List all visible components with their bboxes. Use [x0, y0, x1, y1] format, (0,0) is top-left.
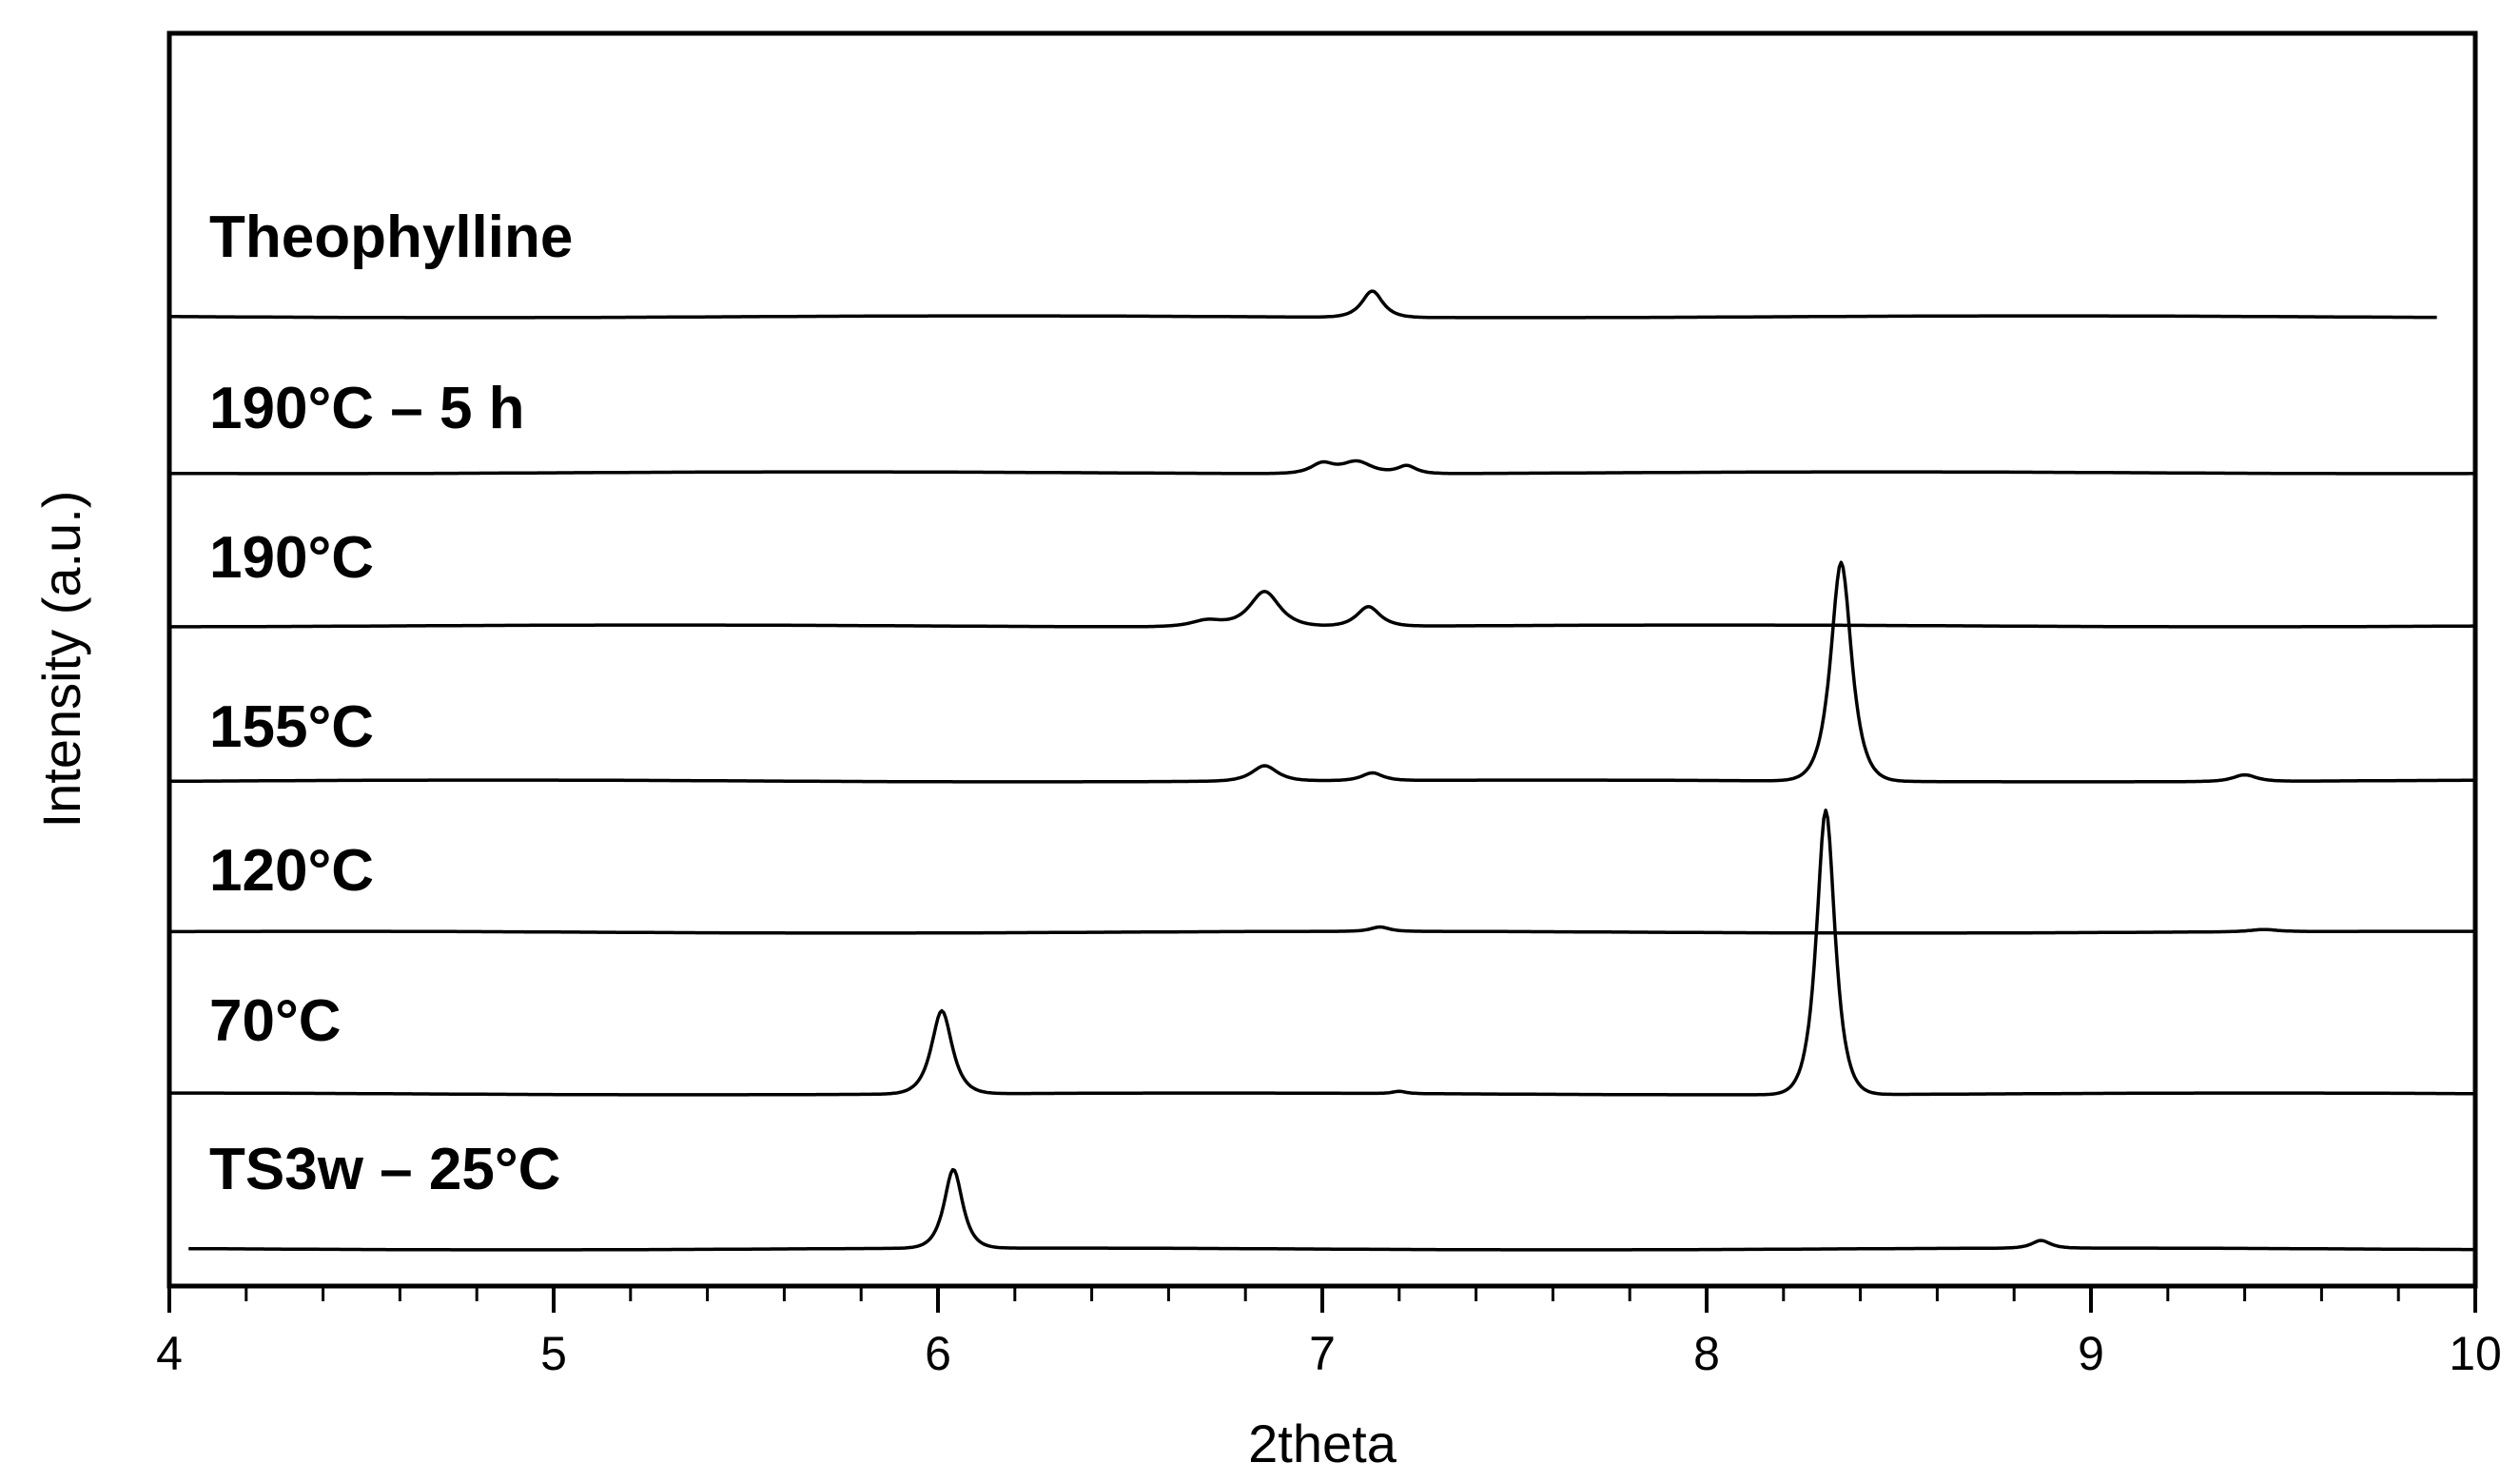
x-tick-label: 10	[2449, 1327, 2502, 1380]
x-tick-label: 7	[1309, 1327, 1336, 1380]
series-labels: Theophylline 190°C – 5 h 190°C 155°C 120°C 70…	[209, 205, 573, 1202]
x-tick-label: 5	[540, 1327, 567, 1380]
x-tick-label: 6	[925, 1327, 951, 1380]
series-line	[168, 925, 2475, 935]
traces	[168, 289, 2476, 1252]
series-line	[188, 1167, 2475, 1252]
x-axis-title: 2theta	[1248, 1414, 1397, 1473]
x-tick-label: 4	[156, 1327, 183, 1380]
series-label: 70°C	[209, 988, 342, 1054]
series-line	[169, 590, 2475, 629]
series-label: 155°C	[209, 694, 374, 760]
series-label: 120°C	[209, 838, 374, 904]
series-label: Theophylline	[209, 205, 573, 270]
series-line	[169, 560, 2475, 784]
x-tick-label: 9	[2078, 1327, 2104, 1380]
x-tick-label: 8	[1693, 1327, 1720, 1380]
series-line	[168, 458, 2475, 476]
series-label: 190°C – 5 h	[209, 376, 525, 441]
series-line	[169, 289, 2437, 320]
series-label: TS3w – 25°C	[209, 1137, 560, 1202]
series-label: 190°C	[209, 525, 374, 591]
x-ticks: 4 5 6 7 8 9 10	[156, 1286, 2502, 1380]
series-line	[169, 809, 2476, 1097]
y-axis-title: Intensity (a.u.)	[31, 491, 91, 829]
